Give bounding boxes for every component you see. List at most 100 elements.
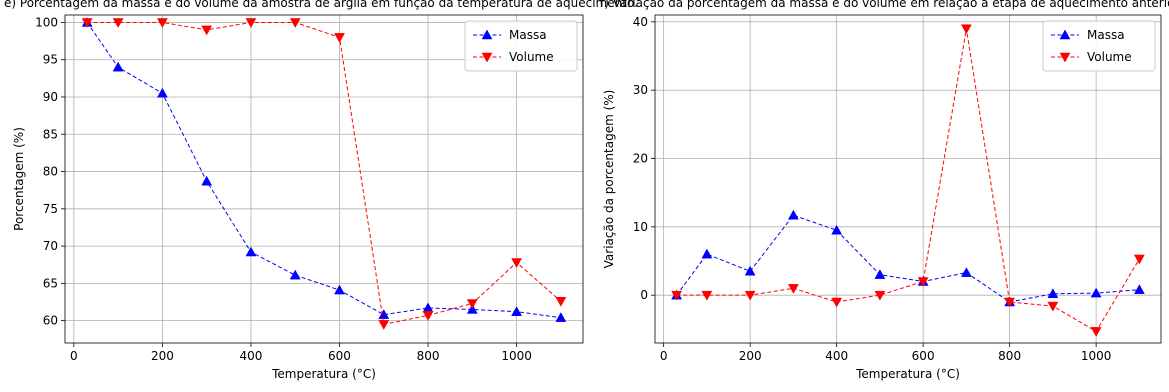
data-point xyxy=(555,297,567,307)
y-tick-label: 20 xyxy=(633,152,648,166)
data-point xyxy=(671,290,683,301)
series-line xyxy=(87,21,562,325)
legend-label: Volume xyxy=(509,50,554,64)
plot-frame xyxy=(64,14,584,344)
caption-right: f) Variação da porcentagem da massa e do… xyxy=(600,0,1169,10)
data-point xyxy=(744,290,756,301)
y-tick-label: 90 xyxy=(43,90,58,104)
y-tick-label: 75 xyxy=(43,202,58,216)
x-tick-label: 400 xyxy=(825,349,848,363)
legend-marker xyxy=(481,52,493,63)
y-tick-label: 10 xyxy=(633,220,648,234)
data-point xyxy=(511,306,523,316)
x-axis-label: Temperatura (°C) xyxy=(271,367,376,381)
x-tick-label: 200 xyxy=(151,349,174,363)
legend-label: Massa xyxy=(1087,28,1125,42)
legend-item-volume: Volume xyxy=(473,50,554,64)
legend-marker xyxy=(481,29,493,40)
x-tick-label: 600 xyxy=(912,349,935,363)
series-volume xyxy=(671,24,1145,337)
y-tick-label: 30 xyxy=(633,83,648,97)
series-line xyxy=(86,22,561,319)
chart-percentage-variation: 0 200 400 600 800 1000 0 10 20 30 40 Temperatura (°… xyxy=(602,14,1162,381)
data-point xyxy=(466,299,478,310)
legend-box xyxy=(464,20,578,72)
y-tick-label: 0 xyxy=(640,288,648,302)
data-point xyxy=(1133,254,1145,265)
legend-item-volume: Volume xyxy=(1051,50,1132,64)
data-point xyxy=(511,258,523,269)
data-point xyxy=(245,18,257,28)
data-point xyxy=(201,25,213,36)
legend-item-massa: Massa xyxy=(1051,28,1125,42)
data-point xyxy=(289,269,301,280)
x-tick-label: 1000 xyxy=(1081,349,1112,363)
y-tick-label: 80 xyxy=(43,165,58,179)
data-point xyxy=(960,24,972,35)
y-tick-label: 100 xyxy=(35,15,58,29)
data-point xyxy=(1047,301,1059,312)
data-point xyxy=(701,248,713,259)
data-point xyxy=(334,284,345,295)
x-tick-label: 200 xyxy=(739,349,762,363)
data-point xyxy=(378,320,390,330)
legend-marker xyxy=(1059,29,1071,40)
y-tick-label: 60 xyxy=(43,314,58,328)
plot-frame xyxy=(654,14,1162,344)
series-line xyxy=(676,28,1140,333)
x-tick-label: 600 xyxy=(328,349,351,363)
x-tick-label: 1000 xyxy=(501,349,532,363)
data-point xyxy=(874,290,886,301)
y-tick-label: 85 xyxy=(43,127,58,141)
x-tick-label: 0 xyxy=(70,349,78,363)
legend-marker xyxy=(1059,52,1071,63)
data-point xyxy=(289,18,301,28)
series-line xyxy=(676,214,1140,303)
y-tick-label: 40 xyxy=(633,15,648,29)
data-point xyxy=(422,311,434,321)
data-point xyxy=(1004,297,1016,308)
legend: Massa Volume xyxy=(464,20,578,72)
data-point xyxy=(1133,284,1145,294)
chart-mass-volume-percentage: 0 200 400 600 800 1000 60 65 70 75 80 85 90 95 100 Temp… xyxy=(12,14,584,381)
legend-item-massa: Massa xyxy=(473,28,547,42)
x-axis-label: Temperatura (°C) xyxy=(855,367,960,381)
data-point xyxy=(787,209,799,220)
legend: Massa Volume xyxy=(1042,20,1156,72)
data-point xyxy=(917,277,929,288)
x-tick-label: 0 xyxy=(660,349,668,363)
data-point xyxy=(1047,288,1059,299)
data-point xyxy=(378,309,390,319)
grid xyxy=(655,15,1161,343)
data-point xyxy=(156,18,168,28)
x-tick-label: 800 xyxy=(998,349,1021,363)
legend-label: Volume xyxy=(1087,50,1132,64)
y-tick-label: 95 xyxy=(43,53,58,67)
data-point xyxy=(156,87,168,98)
caption-left: e) Porcentagem da massa e do volume da a… xyxy=(4,0,638,10)
legend-box xyxy=(1042,20,1156,72)
data-point xyxy=(831,224,843,235)
series-massa xyxy=(671,209,1145,307)
data-point xyxy=(1090,327,1102,337)
y-axis-label: Variação da porcentagem (%) xyxy=(602,90,616,269)
data-point xyxy=(701,290,713,301)
data-point xyxy=(112,61,124,72)
data-point xyxy=(874,269,886,279)
data-point xyxy=(831,297,843,308)
x-tick-label: 400 xyxy=(239,349,262,363)
data-point xyxy=(960,267,972,277)
data-point xyxy=(334,33,345,43)
data-point xyxy=(201,175,213,186)
data-point xyxy=(422,302,434,313)
data-point xyxy=(744,265,756,276)
data-point xyxy=(787,284,799,294)
data-point xyxy=(555,312,567,322)
series-volume xyxy=(81,18,567,330)
data-point xyxy=(81,18,93,28)
y-tick-label: 70 xyxy=(43,239,58,253)
y-axis-label: Porcentagem (%) xyxy=(12,127,26,231)
data-point xyxy=(245,246,257,257)
x-tick-label: 800 xyxy=(417,349,440,363)
